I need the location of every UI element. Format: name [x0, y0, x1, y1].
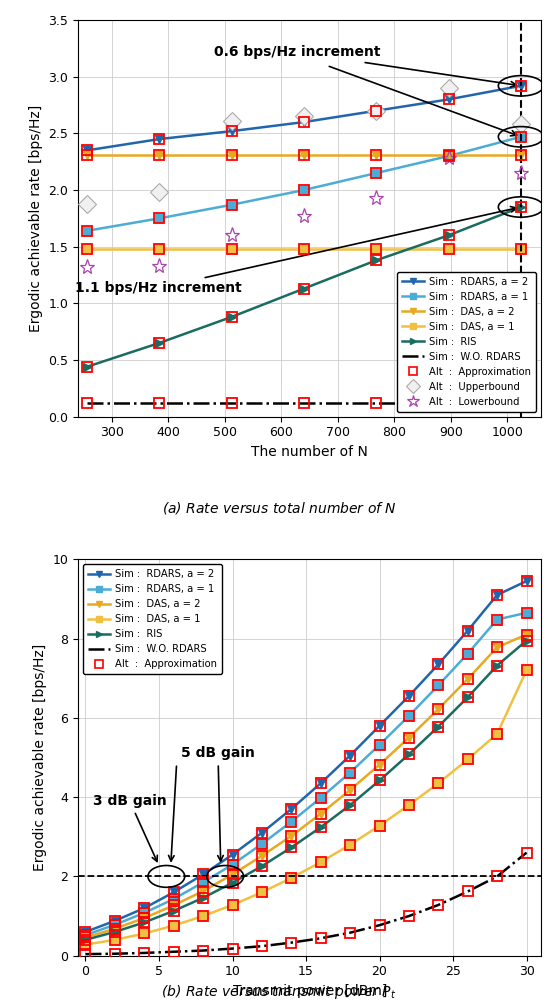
Text: 1.1 bps/Hz increment: 1.1 bps/Hz increment — [75, 206, 516, 295]
Text: 5 dB gain: 5 dB gain — [181, 746, 255, 861]
X-axis label: The number of N: The number of N — [251, 445, 368, 459]
Text: (a) Rate versus total number of $N$: (a) Rate versus total number of $N$ — [162, 500, 396, 516]
X-axis label: Transmit power [dBm]: Transmit power [dBm] — [233, 984, 387, 998]
Legend: Sim :  RDARS, a = 2, Sim :  RDARS, a = 1, Sim :  DAS, a = 2, Sim :  DAS, a = 1, : Sim : RDARS, a = 2, Sim : RDARS, a = 1, … — [397, 272, 536, 411]
Text: 0.6 bps/Hz increment: 0.6 bps/Hz increment — [214, 45, 516, 88]
Legend: Sim :  RDARS, a = 2, Sim :  RDARS, a = 1, Sim :  DAS, a = 2, Sim :  DAS, a = 1, : Sim : RDARS, a = 2, Sim : RDARS, a = 1, … — [83, 564, 222, 674]
Text: (b) Rate versus transmit power $P_t$: (b) Rate versus transmit power $P_t$ — [161, 983, 397, 1001]
Text: 3 dB gain: 3 dB gain — [93, 794, 167, 861]
Y-axis label: Ergodic achievable rate [bps/Hz]: Ergodic achievable rate [bps/Hz] — [33, 644, 47, 871]
Y-axis label: Ergodic achievable rate [bps/Hz]: Ergodic achievable rate [bps/Hz] — [29, 105, 43, 332]
